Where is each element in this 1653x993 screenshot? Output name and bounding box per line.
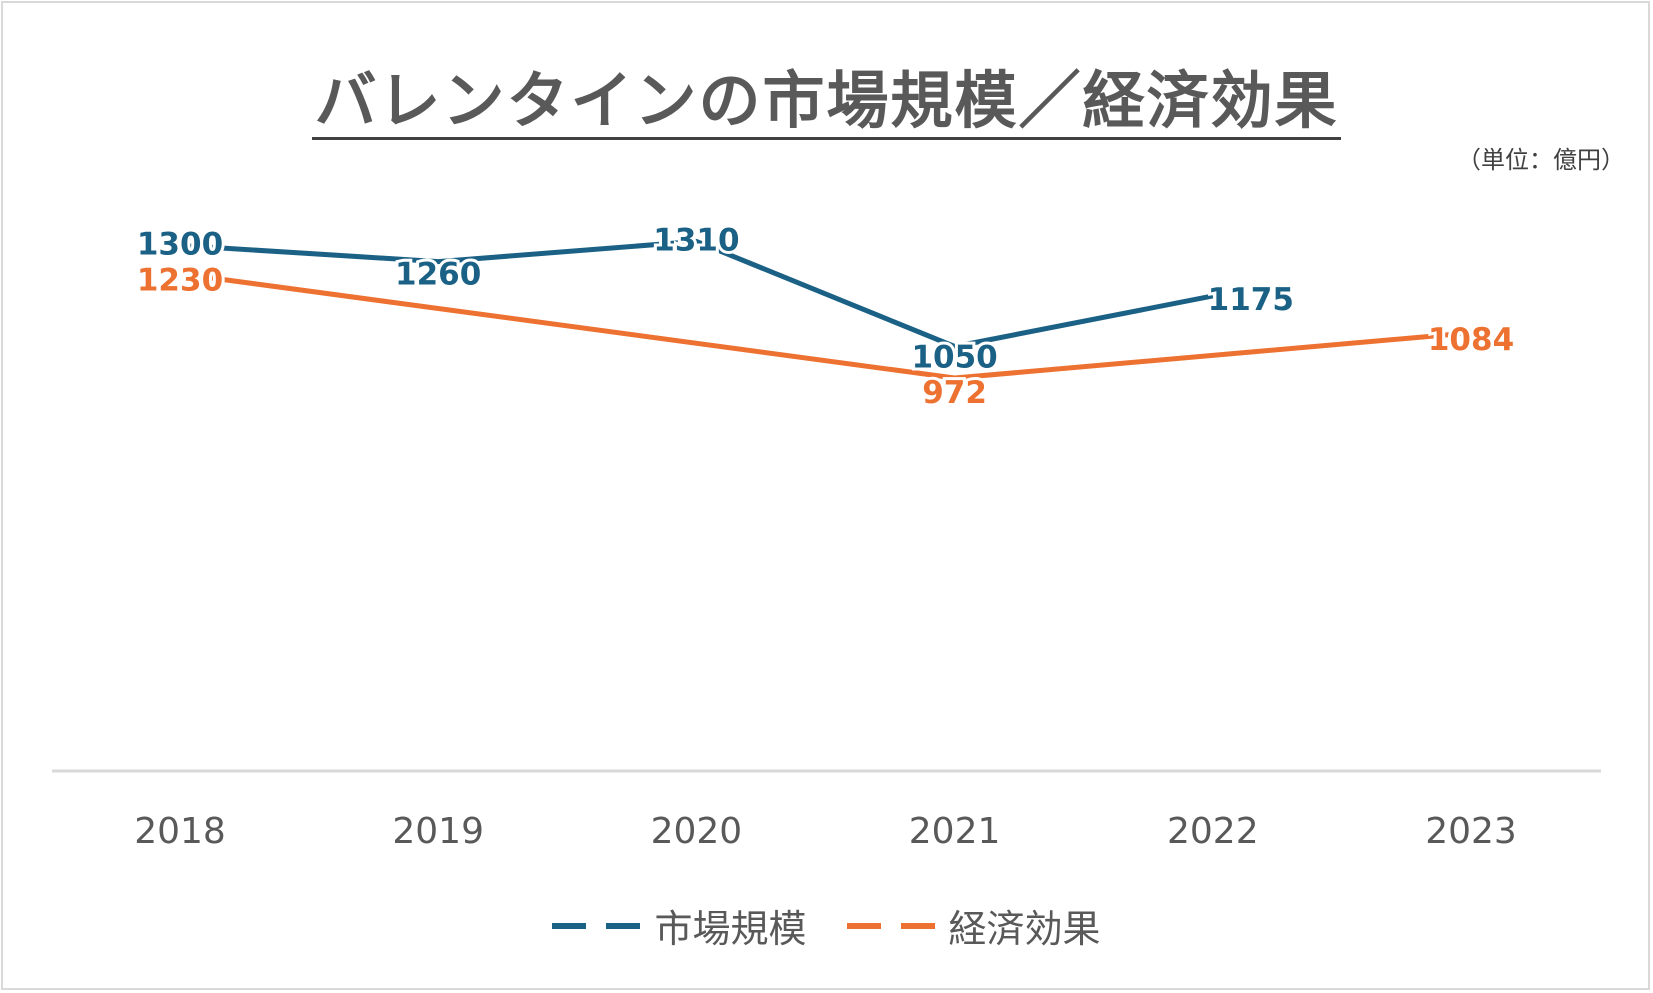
legend-swatch-market-size (552, 922, 649, 929)
x-tick-label: 2022 (1167, 811, 1259, 852)
legend-swatch-economic-effect (846, 922, 943, 929)
legend: 市場規模 経済効果 (0, 898, 1653, 953)
legend-label: 市場規模 (654, 907, 807, 951)
legend-label: 経済効果 (948, 907, 1101, 951)
x-tick-label: 2020 (651, 811, 743, 852)
data-label: 1050 (911, 340, 997, 376)
data-label: 1175 (1208, 282, 1294, 318)
data-label: 972 (922, 375, 987, 411)
data-label: 1084 (1428, 322, 1514, 358)
x-tick-label: 2018 (134, 811, 226, 852)
legend-item-economic-effect: 経済効果 (846, 898, 1101, 953)
unit-note: （単位：億円） (1457, 146, 1625, 174)
chart-title: バレンタインの市場規模／経済効果 (0, 50, 1653, 140)
chart-title-text: バレンタインの市場規模／経済効果 (312, 64, 1341, 140)
legend-item-market-size: 市場規模 (552, 898, 807, 953)
x-tick-label: 2021 (909, 811, 1001, 852)
data-label: 1310 (653, 222, 739, 258)
data-label: 1260 (395, 257, 481, 293)
x-tick-label: 2019 (392, 811, 484, 852)
data-label: 1230 (137, 263, 223, 299)
x-tick-label: 2023 (1425, 811, 1517, 852)
data-label: 1300 (137, 226, 223, 262)
